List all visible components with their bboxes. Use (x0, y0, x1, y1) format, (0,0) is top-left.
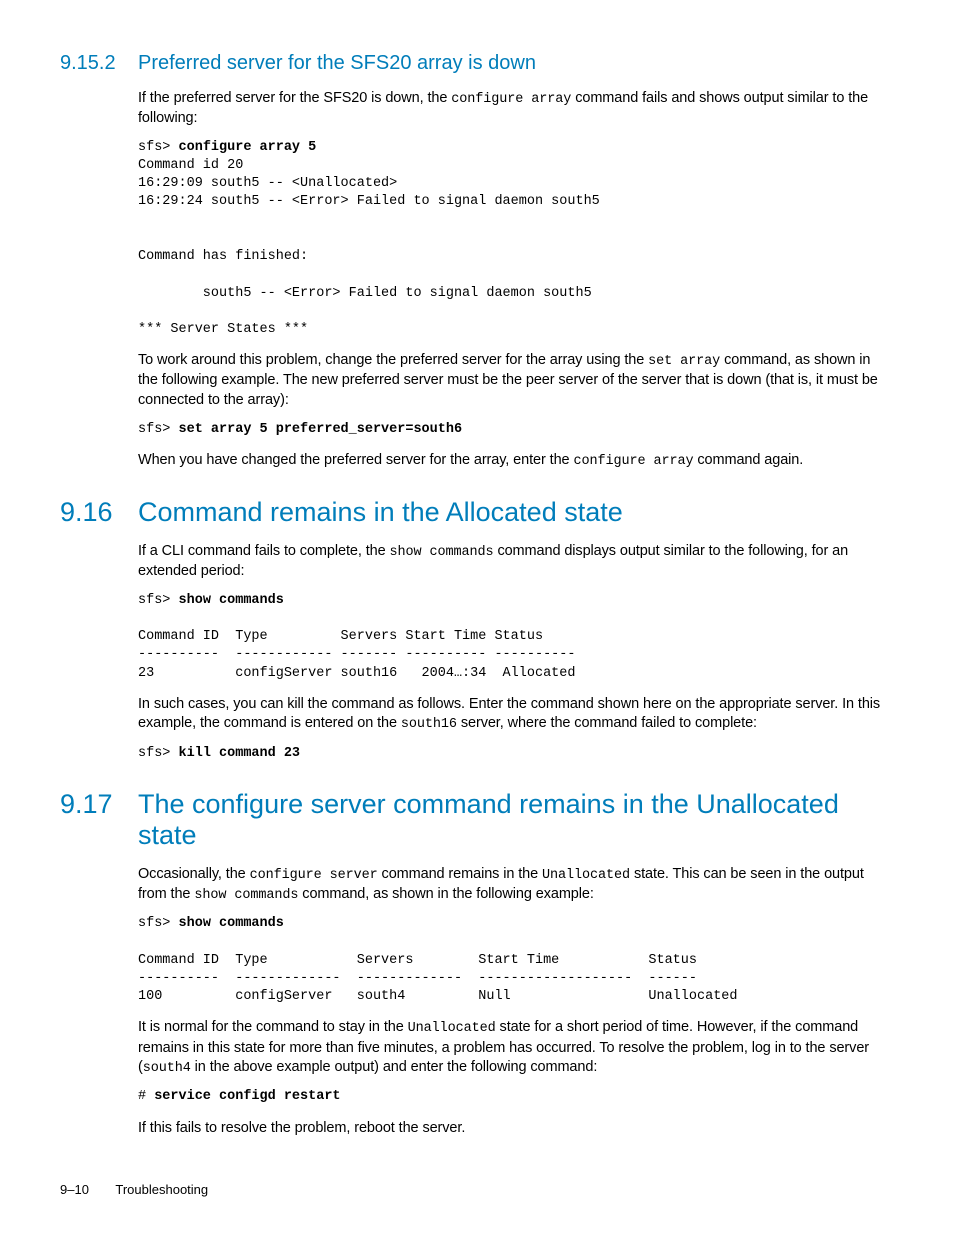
inline-code: show commands (194, 888, 298, 903)
code-block: sfs> configure array 5 Command id 20 16:… (138, 139, 894, 339)
code-line-prompt: sfs> (138, 593, 179, 608)
inline-code: configure server (250, 868, 378, 883)
text: When you have changed the preferred serv… (138, 452, 573, 468)
code-line-prompt: sfs> (138, 140, 179, 155)
code-line: south5 -- <Error> Failed to signal daemo… (138, 286, 592, 301)
inline-code: configure array (451, 92, 571, 107)
code-line-command: configure array 5 (179, 140, 317, 155)
section-title: Preferred server for the SFS20 array is … (138, 52, 536, 75)
inline-code: set array (648, 354, 720, 369)
code-line-command: show commands (179, 916, 284, 931)
inline-code: south16 (401, 717, 457, 732)
section-number: 9.15.2 (60, 52, 138, 75)
code-line: 16:29:24 south5 -- <Error> Failed to sig… (138, 194, 600, 209)
section-number: 9.17 (60, 789, 138, 820)
code-block: # service configd restart (138, 1088, 894, 1106)
section-number: 9.16 (60, 497, 138, 528)
code-line: 100 configServer south4 Null Unallocated (138, 989, 738, 1004)
text: command remains in the (378, 866, 542, 882)
code-line: 23 configServer south16 2004…:34 Allocat… (138, 666, 575, 681)
text: server, where the command failed to comp… (457, 715, 757, 731)
inline-code: configure array (573, 454, 693, 469)
paragraph: If a CLI command fails to complete, the … (138, 542, 894, 582)
inline-code: Unallocated (542, 868, 630, 883)
text: It is normal for the command to stay in … (138, 1019, 408, 1035)
code-line-command: show commands (179, 593, 284, 608)
code-block: sfs> show commands Command ID Type Serve… (138, 592, 894, 683)
text: command, as shown in the following examp… (298, 886, 593, 902)
text: To work around this problem, change the … (138, 352, 648, 368)
text: in the above example output) and enter t… (191, 1059, 598, 1075)
text: If a CLI command fails to complete, the (138, 543, 389, 559)
code-line-prompt: sfs> (138, 916, 179, 931)
section-title: The configure server command remains in … (138, 789, 894, 851)
section-9-17-heading: 9.17 The configure server command remain… (60, 789, 894, 851)
code-line: ---------- ------------- ------------- -… (138, 971, 697, 986)
footer-section-name: Troubleshooting (115, 1182, 208, 1197)
code-block: sfs> show commands Command ID Type Serve… (138, 915, 894, 1006)
code-line-prompt: sfs> (138, 746, 179, 761)
inline-code: show commands (389, 545, 493, 560)
text: If the preferred server for the SFS20 is… (138, 90, 451, 106)
paragraph: When you have changed the preferred serv… (138, 451, 894, 471)
code-block: sfs> kill command 23 (138, 745, 894, 763)
inline-code: south4 (143, 1061, 191, 1076)
text: command again. (693, 452, 803, 468)
paragraph: If this fails to resolve the problem, re… (138, 1119, 894, 1139)
code-line: 16:29:09 south5 -- <Unallocated> (138, 176, 397, 191)
paragraph: Occasionally, the configure server comma… (138, 865, 894, 905)
code-line-command: kill command 23 (179, 746, 301, 761)
code-line: *** Server States *** (138, 322, 308, 337)
paragraph: If the preferred server for the SFS20 is… (138, 89, 894, 129)
code-line: Command ID Type Servers Start Time Statu… (138, 629, 543, 644)
code-line-command: service configd restart (154, 1089, 340, 1104)
code-line: ---------- ------------ ------- --------… (138, 647, 575, 662)
section-9-15-2-heading: 9.15.2 Preferred server for the SFS20 ar… (60, 52, 894, 75)
code-line-prompt: # (138, 1089, 154, 1104)
paragraph: To work around this problem, change the … (138, 351, 894, 410)
code-line-command: set array 5 preferred_server=south6 (179, 422, 463, 437)
paragraph: In such cases, you can kill the command … (138, 695, 894, 735)
code-line: Command has finished: (138, 249, 308, 264)
inline-code: Unallocated (408, 1021, 496, 1036)
code-line: Command id 20 (138, 158, 243, 173)
code-block: sfs> set array 5 preferred_server=south6 (138, 421, 894, 439)
page-footer: 9–10 Troubleshooting (60, 1182, 208, 1197)
section-title: Command remains in the Allocated state (138, 497, 623, 528)
page-number: 9–10 (60, 1182, 112, 1197)
paragraph: It is normal for the command to stay in … (138, 1018, 894, 1078)
code-line: Command ID Type Servers Start Time Statu… (138, 953, 697, 968)
text: Occasionally, the (138, 866, 250, 882)
section-9-16-heading: 9.16 Command remains in the Allocated st… (60, 497, 894, 528)
code-line-prompt: sfs> (138, 422, 179, 437)
